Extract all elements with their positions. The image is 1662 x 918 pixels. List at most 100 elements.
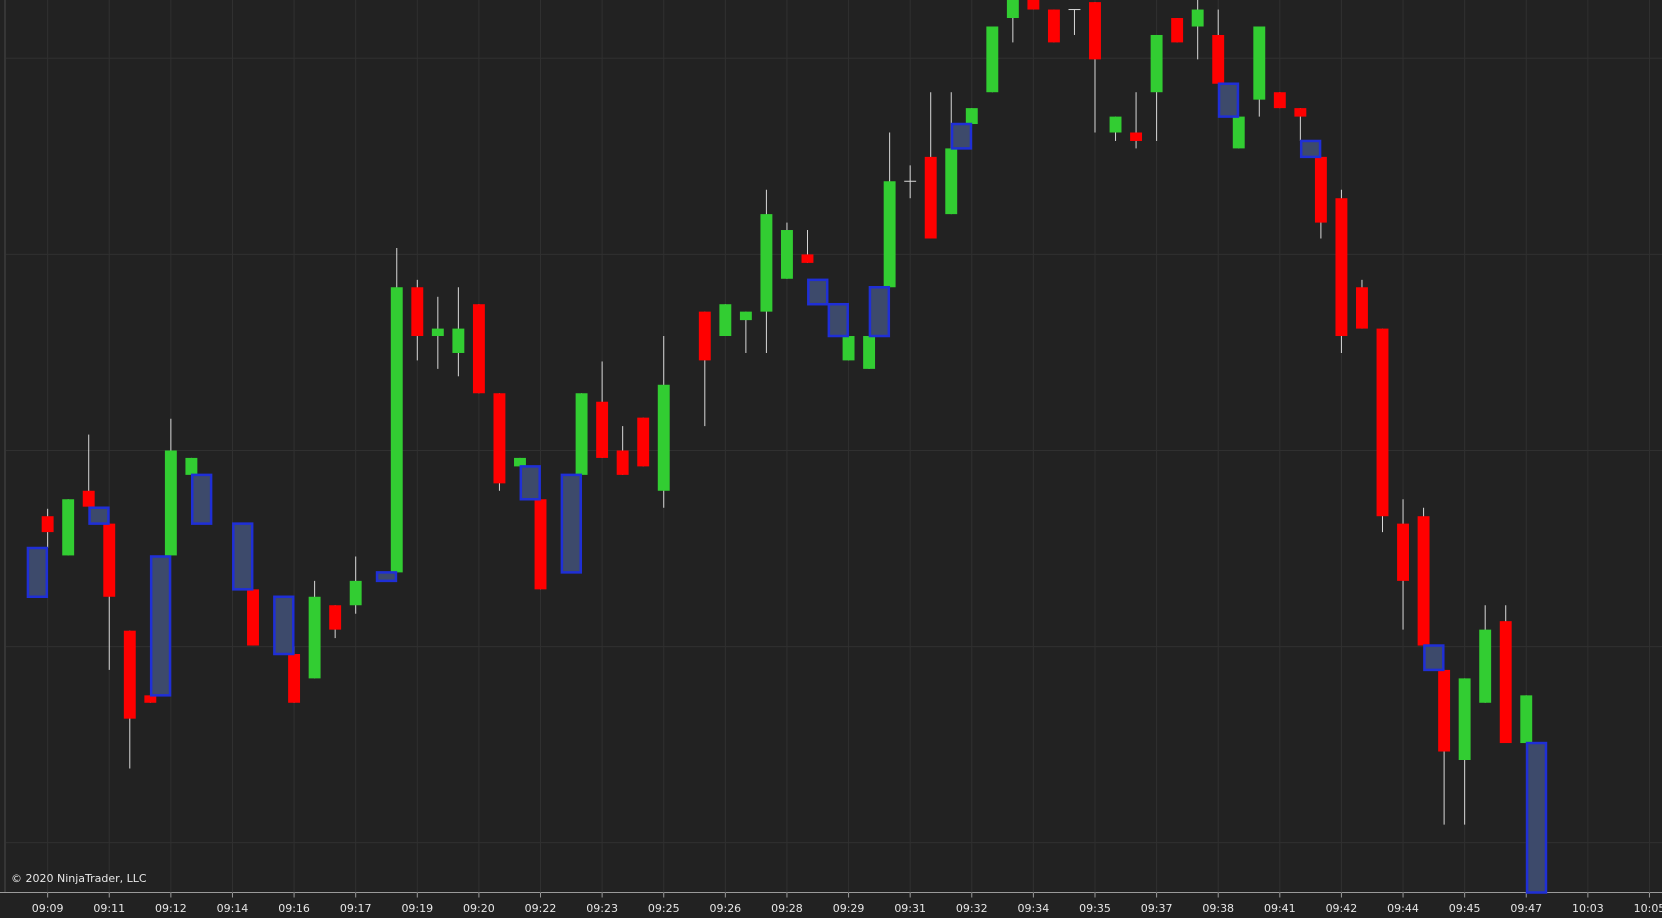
x-tick-label: 09:42 <box>1326 902 1358 915</box>
candle-body <box>986 26 999 93</box>
painted-bar <box>375 571 398 583</box>
candle-body <box>329 605 342 630</box>
painted-bar <box>1217 82 1240 118</box>
candle-body <box>1499 621 1512 744</box>
candle-body <box>185 457 198 475</box>
candle-body <box>123 630 136 719</box>
candle-body <box>1047 9 1060 43</box>
candle-body <box>945 148 958 215</box>
x-tick-label: 09:09 <box>32 902 64 915</box>
painted-bar <box>1525 741 1548 894</box>
x-tick-label: 09:38 <box>1202 902 1234 915</box>
x-tick-label: 09:47 <box>1510 902 1542 915</box>
candle-body <box>883 181 896 288</box>
candle-body <box>1253 26 1266 100</box>
candle-body <box>924 156 937 239</box>
candle-body <box>514 457 526 467</box>
candle-body <box>164 450 177 556</box>
candle-body <box>1376 328 1389 517</box>
x-tick-label: 09:12 <box>155 902 187 915</box>
candle-body <box>1397 523 1409 581</box>
candle-body <box>1314 156 1327 223</box>
candle-body <box>1027 0 1040 10</box>
painted-bar <box>868 286 891 338</box>
candle-body <box>1356 287 1368 329</box>
candle-body <box>760 214 773 312</box>
painted-bar <box>560 473 583 574</box>
candle-body <box>863 336 876 369</box>
candle-body <box>698 311 711 361</box>
candle-body <box>1006 0 1019 19</box>
candle-body <box>1130 132 1143 141</box>
x-tick-label: 09:16 <box>278 902 310 915</box>
candle-body <box>575 393 588 475</box>
x-tick-label: 09:25 <box>648 902 680 915</box>
x-tick-label: 10:03 <box>1572 902 1604 915</box>
x-tick-label: 09:26 <box>709 902 741 915</box>
painted-bar <box>1423 644 1445 672</box>
candle-body <box>1212 34 1225 84</box>
painted-bar <box>950 122 973 150</box>
candle-body <box>780 230 793 279</box>
candle-body <box>657 384 670 491</box>
candle-body <box>1335 198 1348 337</box>
x-tick-label: 09:17 <box>340 902 372 915</box>
x-tick-label: 09:28 <box>771 902 803 915</box>
candle-body <box>1171 18 1184 43</box>
candle-body <box>288 654 301 703</box>
x-tick-label: 09:37 <box>1141 902 1173 915</box>
candle-body <box>1109 116 1122 133</box>
candle-body <box>1438 669 1451 752</box>
candle-body <box>596 401 609 458</box>
candle-body <box>1191 9 1204 27</box>
painted-bar <box>88 506 110 525</box>
x-tick-label: 09:44 <box>1387 902 1419 915</box>
candle-body <box>739 311 752 321</box>
painted-bar <box>827 302 849 338</box>
painted-bar <box>26 546 49 599</box>
x-tick-label: 09:20 <box>463 902 495 915</box>
candle-body <box>103 523 116 597</box>
candle-body <box>1232 116 1245 149</box>
candle-body <box>247 589 259 646</box>
x-tick-label: 09:14 <box>217 902 249 915</box>
painted-bar <box>273 595 295 656</box>
candle-body <box>534 499 547 590</box>
x-tick-label: 09:19 <box>401 902 433 915</box>
candle-body <box>493 393 506 484</box>
painted-bar <box>807 278 829 306</box>
candle-body <box>431 328 444 337</box>
candle-body <box>62 499 75 556</box>
candle-body <box>1458 678 1471 761</box>
x-tick-label: 09:45 <box>1449 902 1481 915</box>
candle-body <box>1273 92 1286 109</box>
candle-body <box>349 580 362 606</box>
candle-body <box>1479 629 1492 703</box>
x-tick-label: 09:35 <box>1079 902 1111 915</box>
x-tick-label: 09:11 <box>93 902 125 915</box>
x-tick-label: 09:41 <box>1264 902 1296 915</box>
x-tick-label: 09:31 <box>894 902 926 915</box>
candle-body <box>842 336 855 361</box>
candle-body <box>82 490 95 507</box>
candle-body <box>452 328 465 353</box>
candle-body <box>472 304 485 394</box>
candle-body <box>637 417 650 467</box>
x-tick-label: 09:32 <box>956 902 988 915</box>
x-tick-label: 10:05 <box>1634 902 1662 915</box>
candle-body <box>41 516 54 533</box>
candle-body <box>1520 695 1533 744</box>
x-tick-label: 09:22 <box>525 902 557 915</box>
candle-body <box>411 287 424 337</box>
painted-bar <box>149 555 172 697</box>
candle-body <box>1150 34 1163 93</box>
x-tick-label: 09:29 <box>833 902 865 915</box>
candle-body <box>144 695 157 703</box>
candle-body <box>308 596 321 679</box>
painted-bar <box>519 465 541 501</box>
candle-body <box>616 450 629 475</box>
candle-body <box>1089 2 1101 60</box>
candle-body <box>1417 516 1430 646</box>
